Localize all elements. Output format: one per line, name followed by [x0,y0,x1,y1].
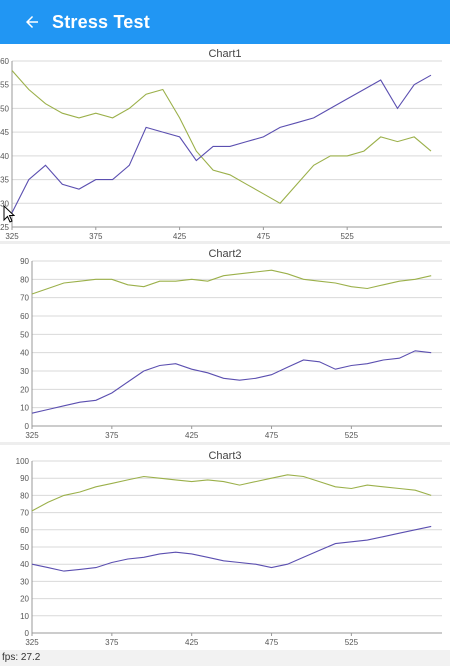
series-line-2 [31,350,432,414]
x-tick-label: 525 [345,431,359,440]
y-tick-label: 90 [20,257,29,266]
y-tick-label: 20 [20,595,29,604]
x-tick-label: 425 [185,638,199,647]
x-tick-label: 425 [173,232,187,241]
y-tick-label: 45 [0,128,9,137]
x-tick-label: 375 [105,431,119,440]
y-tick-label: 70 [20,294,29,303]
x-tick-label: 475 [265,638,279,647]
x-tick-label: 475 [265,431,279,440]
series-line-2 [31,525,432,572]
y-tick-label: 50 [0,104,9,113]
status-bar: fps: 27.2 [0,650,450,666]
y-tick-label: 50 [20,543,29,552]
y-tick-label: 25 [0,223,9,232]
x-tick-label: 525 [345,638,359,647]
y-tick-label: 60 [20,312,29,321]
y-tick-label: 100 [16,457,30,466]
y-tick-label: 30 [20,367,29,376]
y-tick-label: 0 [25,629,30,638]
y-tick-label: 30 [0,199,9,208]
fps-counter: fps: 27.2 [2,652,41,663]
series-line-1 [31,474,432,512]
y-tick-label: 40 [0,152,9,161]
arrow-back-icon [26,16,38,28]
page-title: Stress Test [52,11,150,32]
y-tick-label: 50 [20,330,29,339]
back-button[interactable] [12,0,52,44]
x-tick-label: 325 [5,232,19,241]
chart-list[interactable]: Chart1 25 30 35 40 45 50 55 60 325 375 425 475 525 Ch… [0,44,450,650]
y-tick-label: 60 [20,526,29,535]
y-tick-label: 60 [0,57,9,66]
y-tick-label: 0 [25,422,30,431]
chart-title: Chart1 [208,48,241,60]
y-tick-label: 40 [20,349,29,358]
y-tick-label: 90 [20,474,29,483]
y-tick-label: 30 [20,577,29,586]
y-tick-label: 40 [20,560,29,569]
y-tick-label: 10 [20,612,29,621]
y-tick-label: 35 [0,176,9,185]
x-tick-label: 425 [185,431,199,440]
chart-divider [0,442,450,445]
series-line-1 [11,70,432,204]
x-tick-label: 475 [257,232,271,241]
mouse-pointer-icon [3,205,15,223]
series-line-2 [11,74,432,214]
chart-3: Chart3 0 10 20 30 40 50 60 70 80 90 100 325 375 425 475… [16,450,442,647]
x-tick-label: 375 [89,232,103,241]
y-tick-label: 80 [20,275,29,284]
series-line-1 [31,269,432,295]
y-tick-label: 20 [20,385,29,394]
y-tick-label: 70 [20,509,29,518]
x-tick-label: 375 [105,638,119,647]
x-tick-label: 325 [25,431,39,440]
chart-2: Chart2 0 10 20 30 40 50 60 70 80 90 325 375 425 475 525 [20,248,442,440]
app-bar: Stress Test [0,0,450,44]
chart-divider [0,241,450,244]
chart-title: Chart2 [208,248,241,260]
y-tick-label: 55 [0,81,9,90]
y-tick-label: 10 [20,404,29,413]
x-tick-label: 525 [340,232,354,241]
x-tick-label: 325 [25,638,39,647]
chart-title: Chart3 [208,450,241,462]
y-tick-label: 80 [20,491,29,500]
chart-1: Chart1 25 30 35 40 45 50 55 60 325 375 425 475 525 [0,48,442,241]
